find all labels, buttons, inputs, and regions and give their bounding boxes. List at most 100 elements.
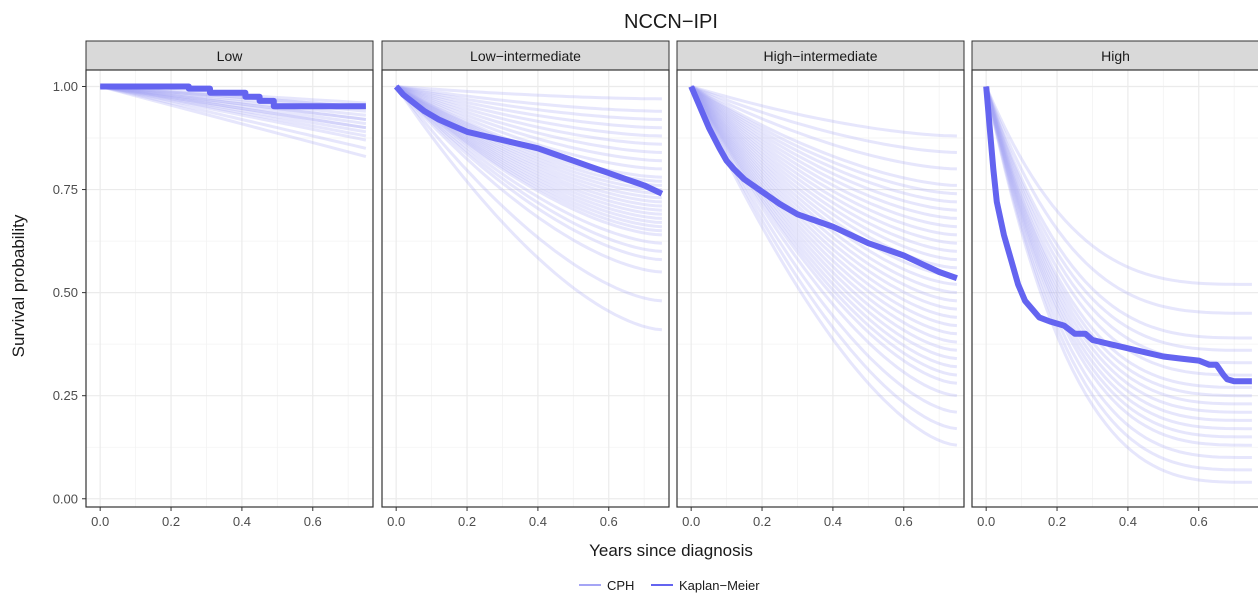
cph-curve [395,85,662,237]
y-tick-label: 0.25 [53,388,78,403]
cph-curve [99,85,367,159]
cph-curve [984,86,1252,422]
cph-curve [395,85,663,274]
cph-curve [689,85,958,369]
cph-curve [395,85,662,146]
cph-curve [689,85,958,377]
cph-curve [395,85,662,121]
kaplan-meier-curve [393,84,664,197]
y-axis-title: Survival probability [9,214,28,357]
cph-curve [984,86,1252,484]
cph-curve [100,85,367,121]
cph-curve [690,85,957,262]
cph-curve [690,85,957,229]
kaplan-meier-curve [100,83,366,110]
y-tick-label: 0.75 [53,182,78,197]
cph-curve [984,86,1252,406]
cph-curve [690,85,957,204]
cph-curve [99,85,367,134]
cph-curve [690,85,957,196]
cph-curve [984,86,1252,459]
facet-panels: Low 0.0 0.2 0.4 0.6 0.00 0.25 0.50 0.75 1.00 Low−i… [53,40,1258,529]
cph-curve [689,85,958,361]
cph-curve [690,85,958,303]
cph-curve [395,85,662,154]
x-tick-label: 0.4 [1119,514,1137,529]
cph-curve [395,85,662,262]
x-tick-label: 0.4 [529,514,547,529]
cph-curve [689,85,958,319]
cph-curve [689,85,958,447]
cph-curve [99,85,367,142]
facet-strip-label: Low [217,48,244,64]
x-tick-label: 0.2 [753,514,771,529]
cph-curve [984,85,1252,286]
cph-curve [690,85,957,220]
cph-curve [689,85,958,398]
cph-curve [984,86,1252,398]
cph-curve [395,85,662,187]
cph-curve [395,85,663,303]
cph-curve [99,85,367,130]
cph-curve [395,85,663,253]
cph-curve [689,85,958,328]
plot-background [972,70,1258,507]
facet-strip-label: High−intermediate [763,48,877,64]
kaplan-meier-curve [688,85,958,282]
cph-curve [690,85,957,171]
x-axis-title: Years since diagnosis [589,541,753,560]
plot-background [677,70,964,507]
cph-curve [99,85,367,130]
cph-curve [395,85,662,138]
kaplan-meier-curve [983,86,1252,385]
cph-curve [984,86,1252,340]
cph-curve [689,85,958,344]
x-tick-label: 0.2 [458,514,476,529]
cph-curve [99,85,367,150]
cph-curve [396,85,662,101]
cph-curve [395,85,662,196]
facet-panel: Low 0.0 0.2 0.4 0.6 0.00 0.25 0.50 0.75 1.00 [53,40,374,529]
cph-curve [100,85,367,117]
facet-panel: High 0.0 0.2 0.4 0.6 [971,40,1258,529]
y-tick-label: 0.00 [53,491,78,506]
cph-curve [984,85,1252,315]
legend-label-km: Kaplan−Meier [679,578,760,593]
x-tick-label: 0.0 [91,514,109,529]
cph-curve [690,85,958,286]
cph-curve [690,85,958,253]
facet-panel: Low−intermediate 0.0 0.2 0.4 0.6 [381,40,670,529]
x-tick-label: 0.6 [600,514,618,529]
legend-label-cph: CPH [607,578,634,593]
cph-curve [690,85,957,138]
x-tick-label: 0.0 [977,514,995,529]
cph-curve [395,85,662,192]
panel-border [971,69,1258,508]
cph-curve [100,85,367,121]
panel-border [381,69,670,508]
cph-curve [689,85,958,352]
cph-curve [395,85,663,245]
cph-curve [690,85,957,237]
panel-border [676,69,965,508]
x-tick-label: 0.0 [387,514,405,529]
cph-curve [690,85,957,154]
x-tick-label: 0.0 [682,514,700,529]
cph-curve [690,85,958,278]
x-tick-label: 0.4 [233,514,251,529]
y-tick-label: 1.00 [53,79,78,94]
x-tick-label: 0.4 [824,514,842,529]
facet-strip-label: Low−intermediate [470,48,581,64]
cph-curve [394,85,663,332]
y-tick-label: 0.50 [53,285,78,300]
facet-panel: High−intermediate 0.0 0.2 0.4 0.6 [676,40,965,529]
x-tick-label: 0.6 [895,514,913,529]
cph-curve [99,85,367,138]
facet-strip [971,40,1258,71]
cph-curve [395,85,662,200]
x-tick-label: 0.6 [1190,514,1208,529]
cph-curve [395,85,662,208]
facet-strip [85,40,374,71]
cph-curve [984,86,1252,472]
